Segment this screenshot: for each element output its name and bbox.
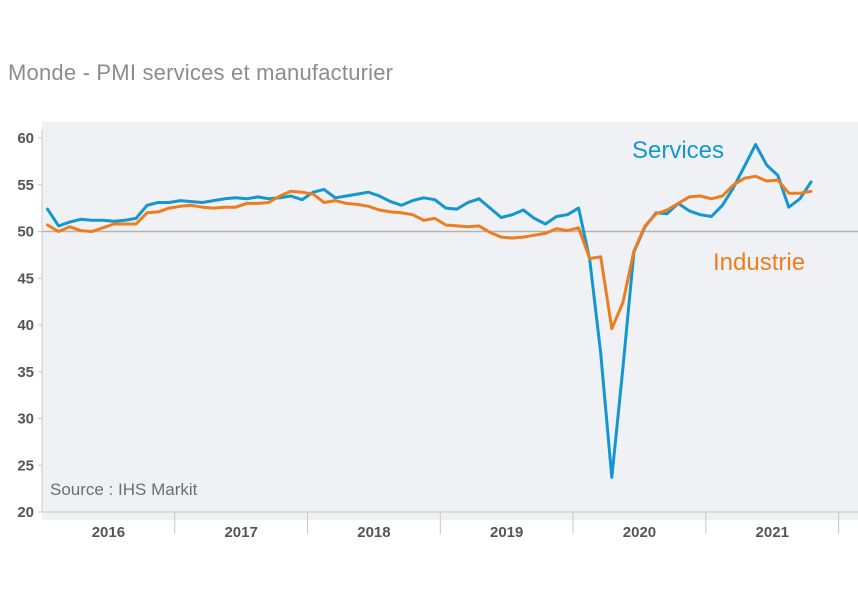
y-tick-label: 50	[17, 224, 34, 241]
x-tick-label-2016: 2016	[92, 524, 125, 541]
y-tick-label: 55	[17, 177, 34, 194]
x-tick-label-2021: 2021	[756, 524, 789, 541]
y-tick-label: 40	[17, 317, 34, 334]
series-label-services: Services	[632, 137, 724, 164]
source-note: Source : IHS Markit	[50, 480, 198, 499]
y-tick-label: 35	[17, 364, 34, 381]
series-line-industrie	[46, 174, 813, 331]
chart-title: Monde - PMI services et manufacturier	[8, 60, 394, 85]
series-layer	[46, 143, 813, 479]
plot-background	[42, 122, 858, 520]
y-tick-label: 20	[17, 504, 34, 521]
x-tick-label-2018: 2018	[357, 524, 390, 541]
x-tick-label-2020: 2020	[623, 524, 656, 541]
y-tick-label: 25	[17, 457, 34, 474]
axis-layer: 20 25 30 35 40 45 50 55 60 2016 2017 2018 2019 2020 20…	[17, 130, 858, 541]
series-label-industrie: Industrie	[713, 249, 805, 276]
y-tick-label: 60	[17, 130, 34, 147]
series-line-services	[46, 143, 813, 479]
x-tick-label-2017: 2017	[224, 524, 257, 541]
y-tick-label: 30	[17, 411, 34, 428]
x-tick-label-2019: 2019	[490, 524, 523, 541]
y-tick-label: 45	[17, 270, 34, 287]
